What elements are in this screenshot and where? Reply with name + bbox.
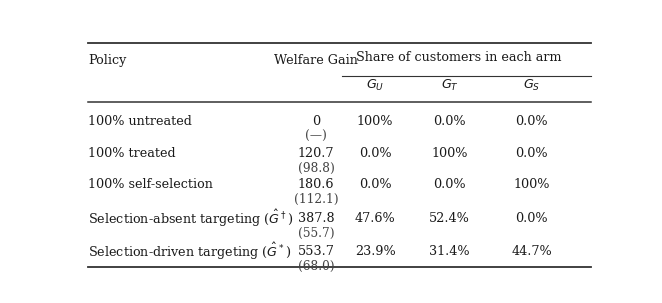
Text: Selection-absent targeting ($\hat{G}^\dagger$): Selection-absent targeting ($\hat{G}^\da… <box>88 208 293 229</box>
Text: (55.7): (55.7) <box>298 227 334 240</box>
Text: 100% untreated: 100% untreated <box>88 115 192 128</box>
Text: 553.7: 553.7 <box>298 245 334 258</box>
Text: 0.0%: 0.0% <box>515 147 548 159</box>
Text: (—): (—) <box>305 130 327 143</box>
Text: (112.1): (112.1) <box>294 193 338 206</box>
Text: 387.8: 387.8 <box>298 212 334 225</box>
Text: $G_U$: $G_U$ <box>366 78 385 93</box>
Text: (68.0): (68.0) <box>298 260 334 273</box>
Text: 0.0%: 0.0% <box>359 147 391 159</box>
Text: Welfare Gain: Welfare Gain <box>274 54 358 67</box>
Text: 23.9%: 23.9% <box>355 245 396 258</box>
Text: Share of customers in each arm: Share of customers in each arm <box>355 51 561 64</box>
Text: Selection-driven targeting ($\hat{G}^*$): Selection-driven targeting ($\hat{G}^*$) <box>88 241 291 261</box>
Text: 100% treated: 100% treated <box>88 147 175 159</box>
Text: 44.7%: 44.7% <box>511 245 552 258</box>
Text: 0: 0 <box>312 115 320 128</box>
Text: 0.0%: 0.0% <box>433 178 466 191</box>
Text: 120.7: 120.7 <box>298 147 334 159</box>
Text: 0.0%: 0.0% <box>515 212 548 225</box>
Text: Policy: Policy <box>88 54 126 67</box>
Text: 100%: 100% <box>357 115 393 128</box>
Text: (98.8): (98.8) <box>298 162 334 175</box>
Text: $G_T$: $G_T$ <box>441 78 459 93</box>
Text: 52.4%: 52.4% <box>429 212 470 225</box>
Text: 100%: 100% <box>514 178 550 191</box>
Text: 47.6%: 47.6% <box>355 212 396 225</box>
Text: 180.6: 180.6 <box>298 178 334 191</box>
Text: 100%: 100% <box>432 147 468 159</box>
Text: 0.0%: 0.0% <box>359 178 391 191</box>
Text: 0.0%: 0.0% <box>515 115 548 128</box>
Text: 0.0%: 0.0% <box>433 115 466 128</box>
Text: $G_S$: $G_S$ <box>523 78 540 93</box>
Text: 100% self-selection: 100% self-selection <box>88 178 213 191</box>
Text: 31.4%: 31.4% <box>429 245 470 258</box>
